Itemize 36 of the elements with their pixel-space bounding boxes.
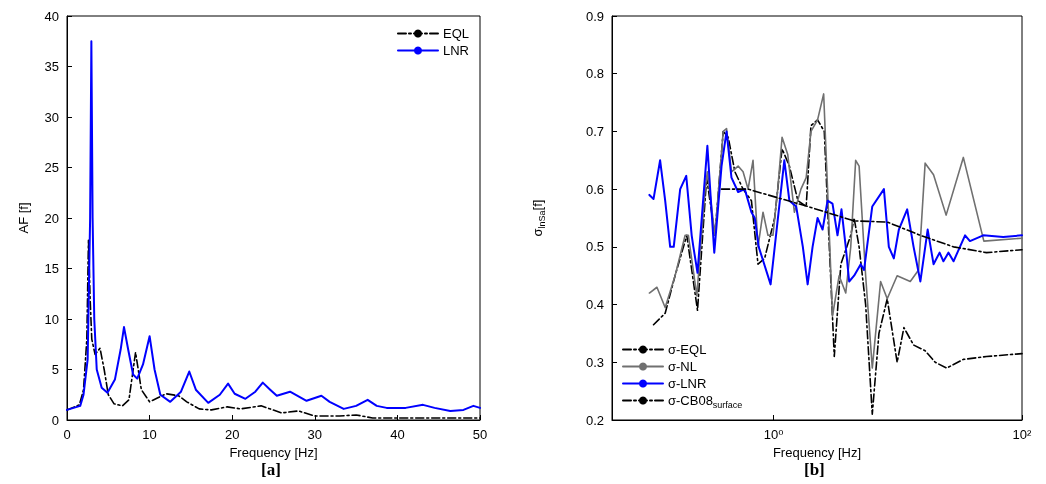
y-tick-label: 0.8 (585, 66, 604, 82)
x-tick-label: 10 (142, 427, 157, 442)
y-tick-label: 25 (44, 160, 59, 175)
x-tick-label: 30 (307, 427, 323, 442)
legend-label: σ-NL (668, 359, 697, 374)
x-tick-label: 0 (63, 427, 71, 442)
legend-label: EQL (442, 26, 469, 41)
x-tick-label: 20 (224, 427, 240, 442)
x-tick-label: 10⁰ (763, 427, 784, 442)
legend-label: LNR (442, 43, 469, 58)
y-tick-label: 0.9 (585, 8, 604, 24)
y-tick-label: 20 (44, 210, 59, 226)
y-tick-label: 0.5 (585, 239, 604, 255)
y-tick-label: 5 (51, 362, 59, 377)
x-tick-label: 10² (1012, 427, 1033, 442)
y-tick-label: 0.7 (585, 123, 604, 139)
y-tick-label: 10 (44, 311, 59, 327)
legend-label: σ-EQL (668, 342, 707, 357)
x-tick-label: 50 (472, 427, 488, 442)
y-tick-label: 35 (44, 59, 59, 74)
y-tick-label: 0.6 (585, 181, 604, 197)
x-axis-title: Frequency [Hz] (229, 444, 318, 460)
y-axis-title: σlnSa[f] (530, 199, 547, 237)
x-tick-label: 40 (390, 427, 405, 442)
y-tick-label: 0.2 (585, 412, 604, 428)
y-tick-label: 15 (44, 261, 59, 276)
text: [b] (804, 460, 825, 479)
y-tick-label: 30 (44, 109, 59, 125)
y-tick-label: 0.4 (585, 297, 604, 313)
legend-label: σ-LNR (668, 376, 707, 391)
y-tick-label: 0 (51, 412, 59, 428)
y-tick-label: 0.3 (585, 354, 604, 370)
y-tick-label: 40 (44, 8, 59, 24)
y-axis-title: AF [f] (16, 202, 31, 234)
x-axis-title: Frequency [Hz] (772, 444, 862, 460)
text: [a] (261, 460, 281, 479)
